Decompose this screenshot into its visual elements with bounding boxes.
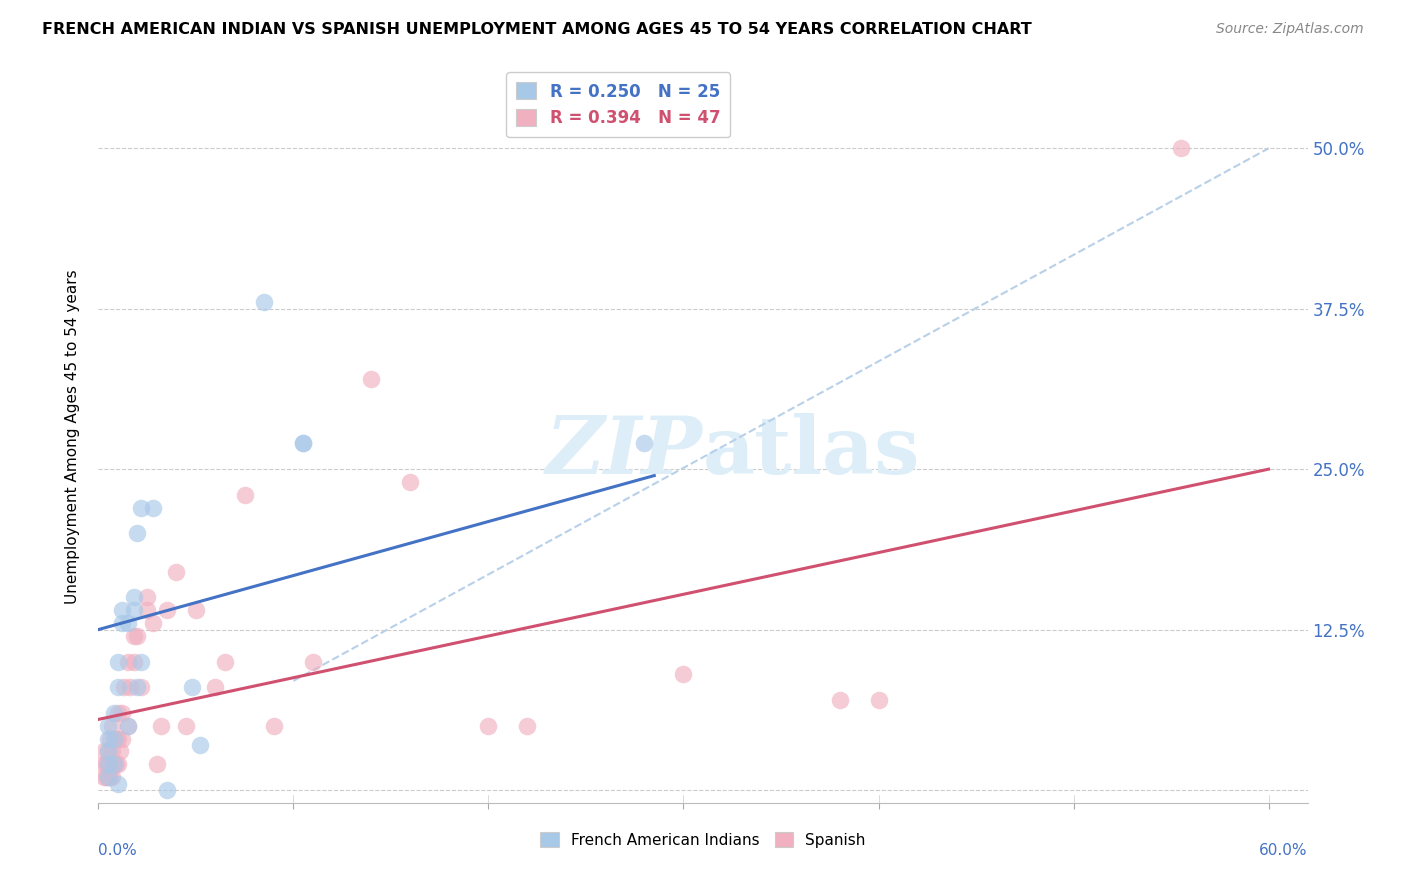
Point [181,681,204,695]
Point [93,744,115,758]
Point [142,616,165,631]
Point [118,681,141,695]
Point [101,719,124,733]
Point [174,719,197,733]
Point [263,719,285,733]
Point [112,681,135,695]
Point [184,603,207,617]
Point [107,706,129,720]
Point [136,591,159,605]
Point [165,565,187,579]
Point [828,693,851,707]
Point [122,603,145,617]
Point [131,655,153,669]
Point [107,757,129,772]
Point [477,719,499,733]
Point [204,681,226,695]
Point [103,757,125,772]
Legend: French American Indians, Spanish: French American Indians, Spanish [534,825,872,854]
Point [103,731,125,746]
Point [101,770,124,784]
Point [122,591,145,605]
Point [136,603,159,617]
Point [97,731,120,746]
Point [98,757,121,772]
Point [96,770,118,784]
Point [111,731,134,746]
Point [101,744,124,758]
Point [127,526,149,541]
Text: atlas: atlas [703,413,921,491]
Point [214,655,236,669]
Point [93,757,115,772]
Point [292,436,315,450]
Text: 0.0%: 0.0% [98,843,138,858]
Point [253,295,276,310]
Point [233,488,256,502]
Point [111,603,134,617]
Point [131,681,153,695]
Point [96,757,118,772]
Point [104,731,127,746]
Point [97,770,120,784]
Point [149,719,172,733]
Point [103,757,125,772]
Point [107,731,129,746]
Point [188,738,211,752]
Point [142,500,165,515]
Point [117,655,139,669]
Point [98,731,121,746]
Point [131,500,153,515]
Point [107,655,129,669]
Point [672,667,695,681]
Point [127,629,149,643]
Point [97,744,120,758]
Point [108,744,131,758]
Point [302,655,325,669]
Point [122,655,145,669]
Point [107,681,129,695]
Point [122,629,145,643]
Point [111,706,134,720]
Point [97,719,120,733]
Point [360,372,382,386]
Y-axis label: Unemployment Among Ages 45 to 54 years: Unemployment Among Ages 45 to 54 years [65,269,80,605]
Point [103,706,125,720]
Point [127,681,149,695]
Point [97,770,120,784]
Point [633,436,655,450]
Text: Source: ZipAtlas.com: Source: ZipAtlas.com [1216,22,1364,37]
Point [156,783,179,797]
Point [98,770,121,784]
Point [1170,141,1192,155]
Point [156,603,179,617]
Point [146,757,169,772]
Point [104,757,127,772]
Point [868,693,890,707]
Point [93,770,115,784]
Point [399,475,422,489]
Text: ZIP: ZIP [546,413,703,491]
Text: 60.0%: 60.0% [1260,843,1308,858]
Point [117,719,139,733]
Point [117,616,139,631]
Point [107,776,129,790]
Point [97,757,120,772]
Point [97,744,120,758]
Point [516,719,538,733]
Point [111,616,134,631]
Text: FRENCH AMERICAN INDIAN VS SPANISH UNEMPLOYMENT AMONG AGES 45 TO 54 YEARS CORRELA: FRENCH AMERICAN INDIAN VS SPANISH UNEMPL… [42,22,1032,37]
Point [292,436,315,450]
Point [97,757,120,772]
Point [117,719,139,733]
